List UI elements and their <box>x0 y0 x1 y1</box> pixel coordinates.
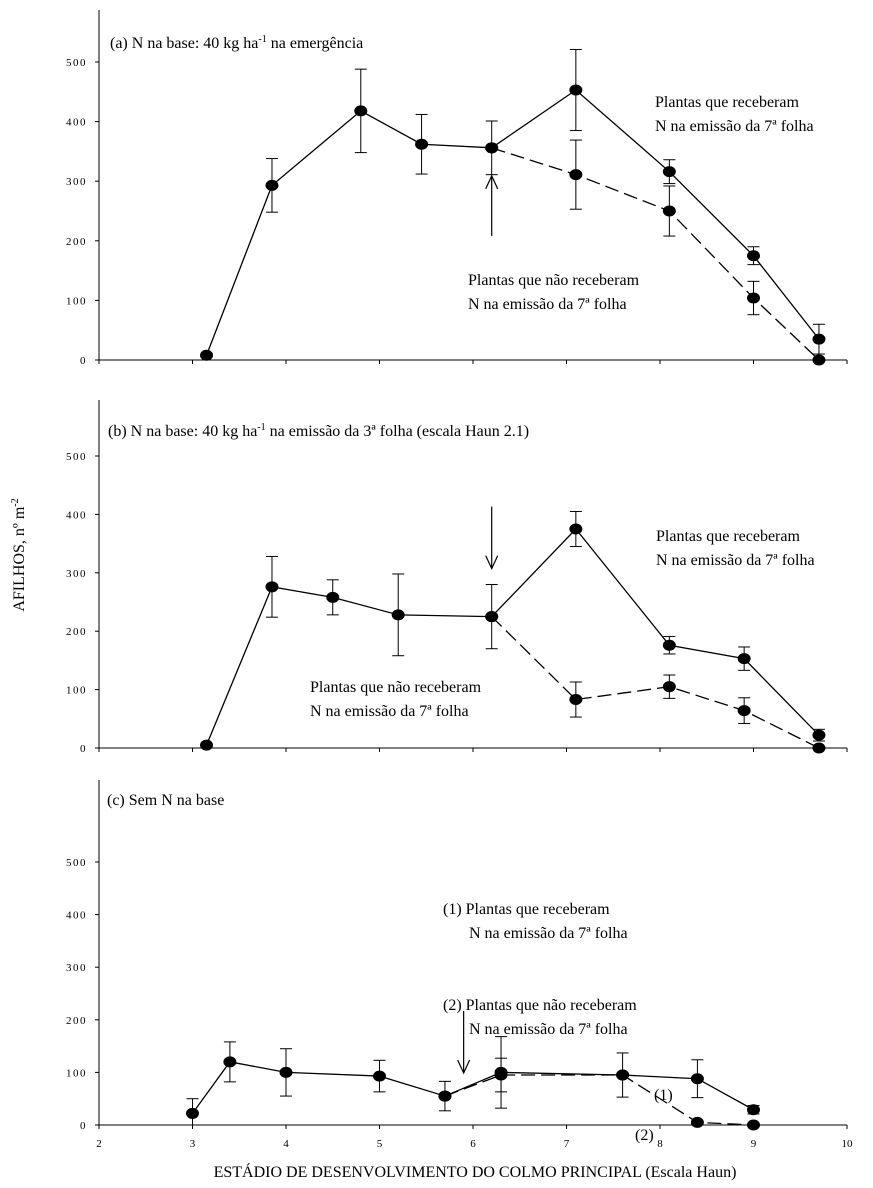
series-line-dashed <box>491 616 820 749</box>
data-point <box>569 169 583 181</box>
panel-c-title: (c) Sem N na base <box>107 792 224 809</box>
y-tick-label: 100 <box>66 295 87 307</box>
series-label-1: (1) <box>654 1087 673 1104</box>
y-tick-label: 200 <box>66 1015 87 1027</box>
y-tick-label: 400 <box>66 509 87 521</box>
data-point <box>662 166 676 178</box>
y-tick-label: 100 <box>66 1067 87 1079</box>
data-point <box>690 1116 704 1128</box>
data-point <box>265 179 279 191</box>
series-label-2: (2) <box>635 1127 654 1144</box>
y-tick-label: 0 <box>80 1120 87 1132</box>
y-tick-label: 0 <box>80 355 87 367</box>
arrow-head <box>485 555 499 571</box>
x-tick-label: 10 <box>842 1138 854 1150</box>
panel-a-annotation-not-received: Plantas que não receberam N na emissão da… <box>468 272 640 313</box>
data-point <box>326 591 340 603</box>
data-point <box>485 611 499 623</box>
y-tick-label: 400 <box>66 910 87 922</box>
panel-a-title: (a) N na base: 40 kg ha-1 na emergência <box>110 34 363 52</box>
y-tick-label: 0 <box>80 743 87 755</box>
data-point <box>569 84 583 96</box>
arrow-head <box>457 1059 471 1075</box>
x-tick-label: 7 <box>564 1138 570 1150</box>
data-point <box>812 333 826 345</box>
data-point <box>354 105 368 117</box>
data-point <box>737 653 751 665</box>
series-line-dashed <box>491 147 820 361</box>
data-point <box>494 1066 508 1078</box>
x-tick-label: 5 <box>377 1138 383 1150</box>
panel-a: (a) N na base: 40 kg ha-1 na emergência … <box>66 10 848 367</box>
x-tick-label: 8 <box>657 1138 663 1150</box>
data-point <box>391 609 405 621</box>
data-point <box>373 1070 386 1082</box>
y-tick-label: 300 <box>66 176 87 188</box>
x-tick-label: 2 <box>96 1138 102 1150</box>
data-point <box>485 142 499 154</box>
data-point <box>747 292 760 304</box>
panel-b-annotation-received: Plantas que receberam N na emissão da 7ª … <box>656 528 815 569</box>
series-line-dashed <box>444 1074 754 1126</box>
data-point <box>812 354 826 366</box>
y-axis-label: AFILHOS, nº m-2 <box>10 498 28 611</box>
x-tick-label: 3 <box>190 1138 196 1150</box>
data-point <box>569 523 583 535</box>
x-tick-label: 6 <box>470 1138 476 1150</box>
panel-c-annotation-1: (1) Plantas que receberam N na emissão da… <box>443 901 628 942</box>
data-point <box>812 729 826 741</box>
panel-b: (b) N na base: 40 kg ha-1 na emissão da … <box>66 400 848 755</box>
data-point <box>662 681 676 693</box>
y-tick-label: 500 <box>66 57 87 69</box>
data-point <box>186 1107 199 1119</box>
x-tick-label: 4 <box>283 1138 289 1150</box>
y-tick-label: 100 <box>66 685 87 697</box>
y-tick-label: 200 <box>66 626 87 638</box>
data-point <box>200 739 214 751</box>
panel-c-annotation-2: (2) Plantas que não receberam N na emissã… <box>443 997 637 1038</box>
x-axis-label: ESTÁDIO DE DESENVOLVIMENTO DO COLMO PRIN… <box>214 1162 737 1181</box>
arrow-head <box>485 174 499 190</box>
data-point <box>747 1119 760 1131</box>
data-point <box>569 694 583 706</box>
panel-b-title: (b) N na base: 40 kg ha-1 na emissão da … <box>108 422 529 440</box>
data-point <box>747 1104 760 1116</box>
data-point <box>690 1073 704 1085</box>
data-point <box>415 138 429 150</box>
data-point <box>279 1066 293 1078</box>
y-tick-label: 300 <box>66 962 87 974</box>
data-point <box>812 742 826 754</box>
x-tick-label: 9 <box>751 1138 757 1150</box>
panel-b-annotation-not-received: Plantas que não receberam N na emissão da… <box>310 679 482 720</box>
data-point <box>747 250 760 262</box>
panel-a-annotation-received: Plantas que receberam N na emissão da 7ª … <box>655 94 814 135</box>
y-tick-label: 500 <box>66 451 87 463</box>
y-tick-label: 400 <box>66 117 87 129</box>
data-point <box>438 1090 452 1102</box>
panel-c: (c) Sem N na base (1) Plantas que recebe… <box>66 780 853 1150</box>
y-tick-label: 200 <box>66 236 87 248</box>
y-tick-label: 300 <box>66 568 87 580</box>
data-point <box>616 1069 630 1081</box>
data-point <box>737 705 751 717</box>
data-point <box>200 349 214 361</box>
data-point <box>662 639 676 651</box>
y-tick-label: 500 <box>66 857 87 869</box>
data-point <box>223 1056 237 1068</box>
data-point <box>662 205 676 217</box>
data-point <box>265 581 279 593</box>
